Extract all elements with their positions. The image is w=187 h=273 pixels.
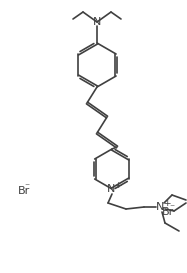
- Text: +: +: [163, 200, 171, 209]
- Text: Br: Br: [18, 186, 30, 196]
- Text: +: +: [114, 182, 122, 191]
- Text: N: N: [93, 17, 101, 27]
- Text: Br: Br: [162, 207, 174, 217]
- Text: ⁻: ⁻: [24, 182, 30, 192]
- Text: ⁻: ⁻: [169, 203, 174, 213]
- Text: N: N: [107, 184, 115, 194]
- Text: N: N: [156, 202, 164, 212]
